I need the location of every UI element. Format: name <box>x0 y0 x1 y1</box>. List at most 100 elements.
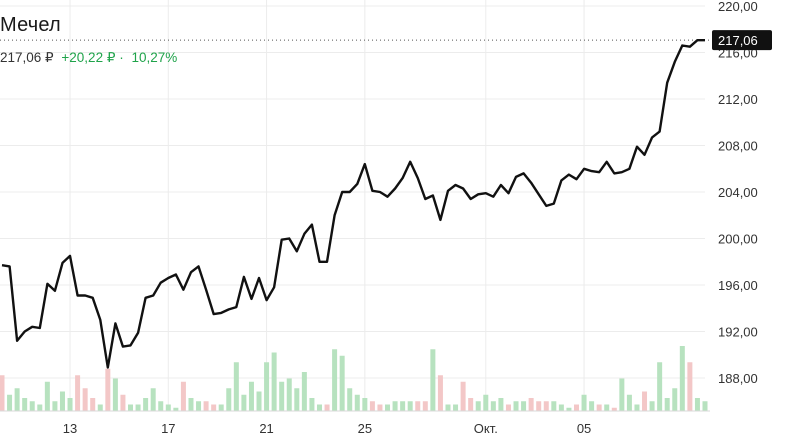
volume-bar-up <box>158 401 164 411</box>
volume-bar-up <box>339 355 345 411</box>
y-tick-label: 212,00 <box>718 92 758 107</box>
volume-bar-up <box>196 401 202 411</box>
volume-bar-down <box>180 381 186 411</box>
volume-bar-up <box>657 362 663 411</box>
volume-bar-up <box>385 404 391 411</box>
volume-bar-up <box>400 401 406 411</box>
last-price-label: 217,06 <box>712 30 772 51</box>
volume-bar-up <box>483 394 489 411</box>
volume-bar-up <box>672 388 678 411</box>
volume-bar-up <box>362 398 368 411</box>
volume-bar-down <box>75 375 81 411</box>
volume-bar-up <box>634 404 640 411</box>
volume-bar-up <box>128 404 134 411</box>
y-tick-label: 204,00 <box>718 185 758 200</box>
volume-bar-up <box>589 401 595 411</box>
y-tick-label: 192,00 <box>718 325 758 340</box>
volume-bar-up <box>332 349 338 411</box>
volume-bar-up <box>44 381 50 411</box>
volume-bar-up <box>37 404 43 411</box>
volume-bar-up <box>430 349 436 411</box>
quote-separator: · <box>119 50 124 65</box>
volume-bar-down <box>369 401 375 411</box>
volume-bar-up <box>558 404 564 411</box>
volume-bar-down <box>203 401 209 411</box>
volume-bar-up <box>354 394 360 411</box>
volume-bar-up <box>498 398 504 411</box>
volume-bar-down <box>324 404 330 411</box>
volume-bar-up <box>664 398 670 411</box>
volume-bar-up <box>279 381 285 411</box>
x-tick-label: 17 <box>161 421 175 436</box>
volume-bar-down <box>505 404 511 411</box>
volume-bar-down <box>0 375 5 411</box>
volume-bar-up <box>286 378 292 411</box>
volume-bar-up <box>445 404 451 411</box>
volume-bar-up <box>248 381 254 411</box>
volume-bar-down <box>211 404 217 411</box>
volume-bar-up <box>309 398 315 411</box>
volume-bar-up <box>59 391 65 411</box>
ticker-name: Мечел <box>0 14 61 36</box>
volume-bar-down <box>105 368 111 411</box>
price-series-line <box>1 39 705 369</box>
volume-bar-up <box>521 401 527 411</box>
quote-line: 217,06 ₽ +20,22 ₽ · 10,27% <box>0 50 177 66</box>
volume-bar-down <box>543 401 549 411</box>
volume-bar-down <box>460 381 466 411</box>
volume-bar-up <box>150 388 156 411</box>
volume-bar-down <box>422 401 428 411</box>
volume-bar-up <box>143 398 149 411</box>
volume-bar-up <box>475 401 481 411</box>
volume-bar-down <box>642 391 648 411</box>
volume-bar-up <box>14 388 20 411</box>
volume-bar-up <box>301 372 307 411</box>
x-tick-label: Окт. <box>474 421 498 436</box>
volume-bar-up <box>392 401 398 411</box>
volume-bar-down <box>90 398 96 411</box>
volume-bar-up <box>407 401 413 411</box>
volume-bar-up <box>702 401 708 411</box>
volume-bar-up <box>490 401 496 411</box>
volume-bar-up <box>619 378 625 411</box>
volume-bar-up <box>551 401 557 411</box>
volume-bars <box>0 346 708 411</box>
x-tick-label: 05 <box>577 421 591 436</box>
volume-bar-up <box>271 352 277 411</box>
price-change-percent: 10,27% <box>131 50 178 65</box>
volume-bar-up <box>241 394 247 411</box>
volume-bar-up <box>453 404 459 411</box>
volume-bar-up <box>52 401 58 411</box>
y-tick-label: 200,00 <box>718 232 758 247</box>
volume-bar-up <box>188 398 194 411</box>
x-tick-label: 25 <box>358 421 372 436</box>
volume-bar-up <box>316 404 322 411</box>
volume-bar-down <box>536 401 542 411</box>
volume-bar-up <box>112 378 118 411</box>
volume-bar-up <box>626 394 632 411</box>
volume-bar-up <box>173 407 179 411</box>
volume-bar-up <box>226 388 232 411</box>
y-axis-ticks: 220,00216,00212,00208,00204,00200,00196,… <box>718 0 758 386</box>
volume-bar-up <box>347 388 353 411</box>
volume-bar-up <box>7 394 13 411</box>
x-tick-label: 21 <box>259 421 273 436</box>
y-tick-label: 188,00 <box>718 371 758 386</box>
volume-bar-up <box>22 398 28 411</box>
volume-bar-down <box>596 404 602 411</box>
volume-bar-down <box>573 404 579 411</box>
volume-bar-up <box>294 388 300 411</box>
volume-bar-down <box>528 398 534 411</box>
last-price-label-background <box>712 30 772 51</box>
y-tick-label: 208,00 <box>718 139 758 154</box>
price-change: +20,22 ₽ <box>61 50 116 65</box>
volume-bar-up <box>694 398 700 411</box>
x-tick-label: 13 <box>63 421 77 436</box>
y-tick-label: 220,00 <box>718 0 758 14</box>
volume-bar-up <box>67 398 73 411</box>
volume-bar-up <box>218 404 224 411</box>
volume-bar-up <box>604 404 610 411</box>
y-tick-label: 196,00 <box>718 278 758 293</box>
volume-bar-up <box>135 404 141 411</box>
